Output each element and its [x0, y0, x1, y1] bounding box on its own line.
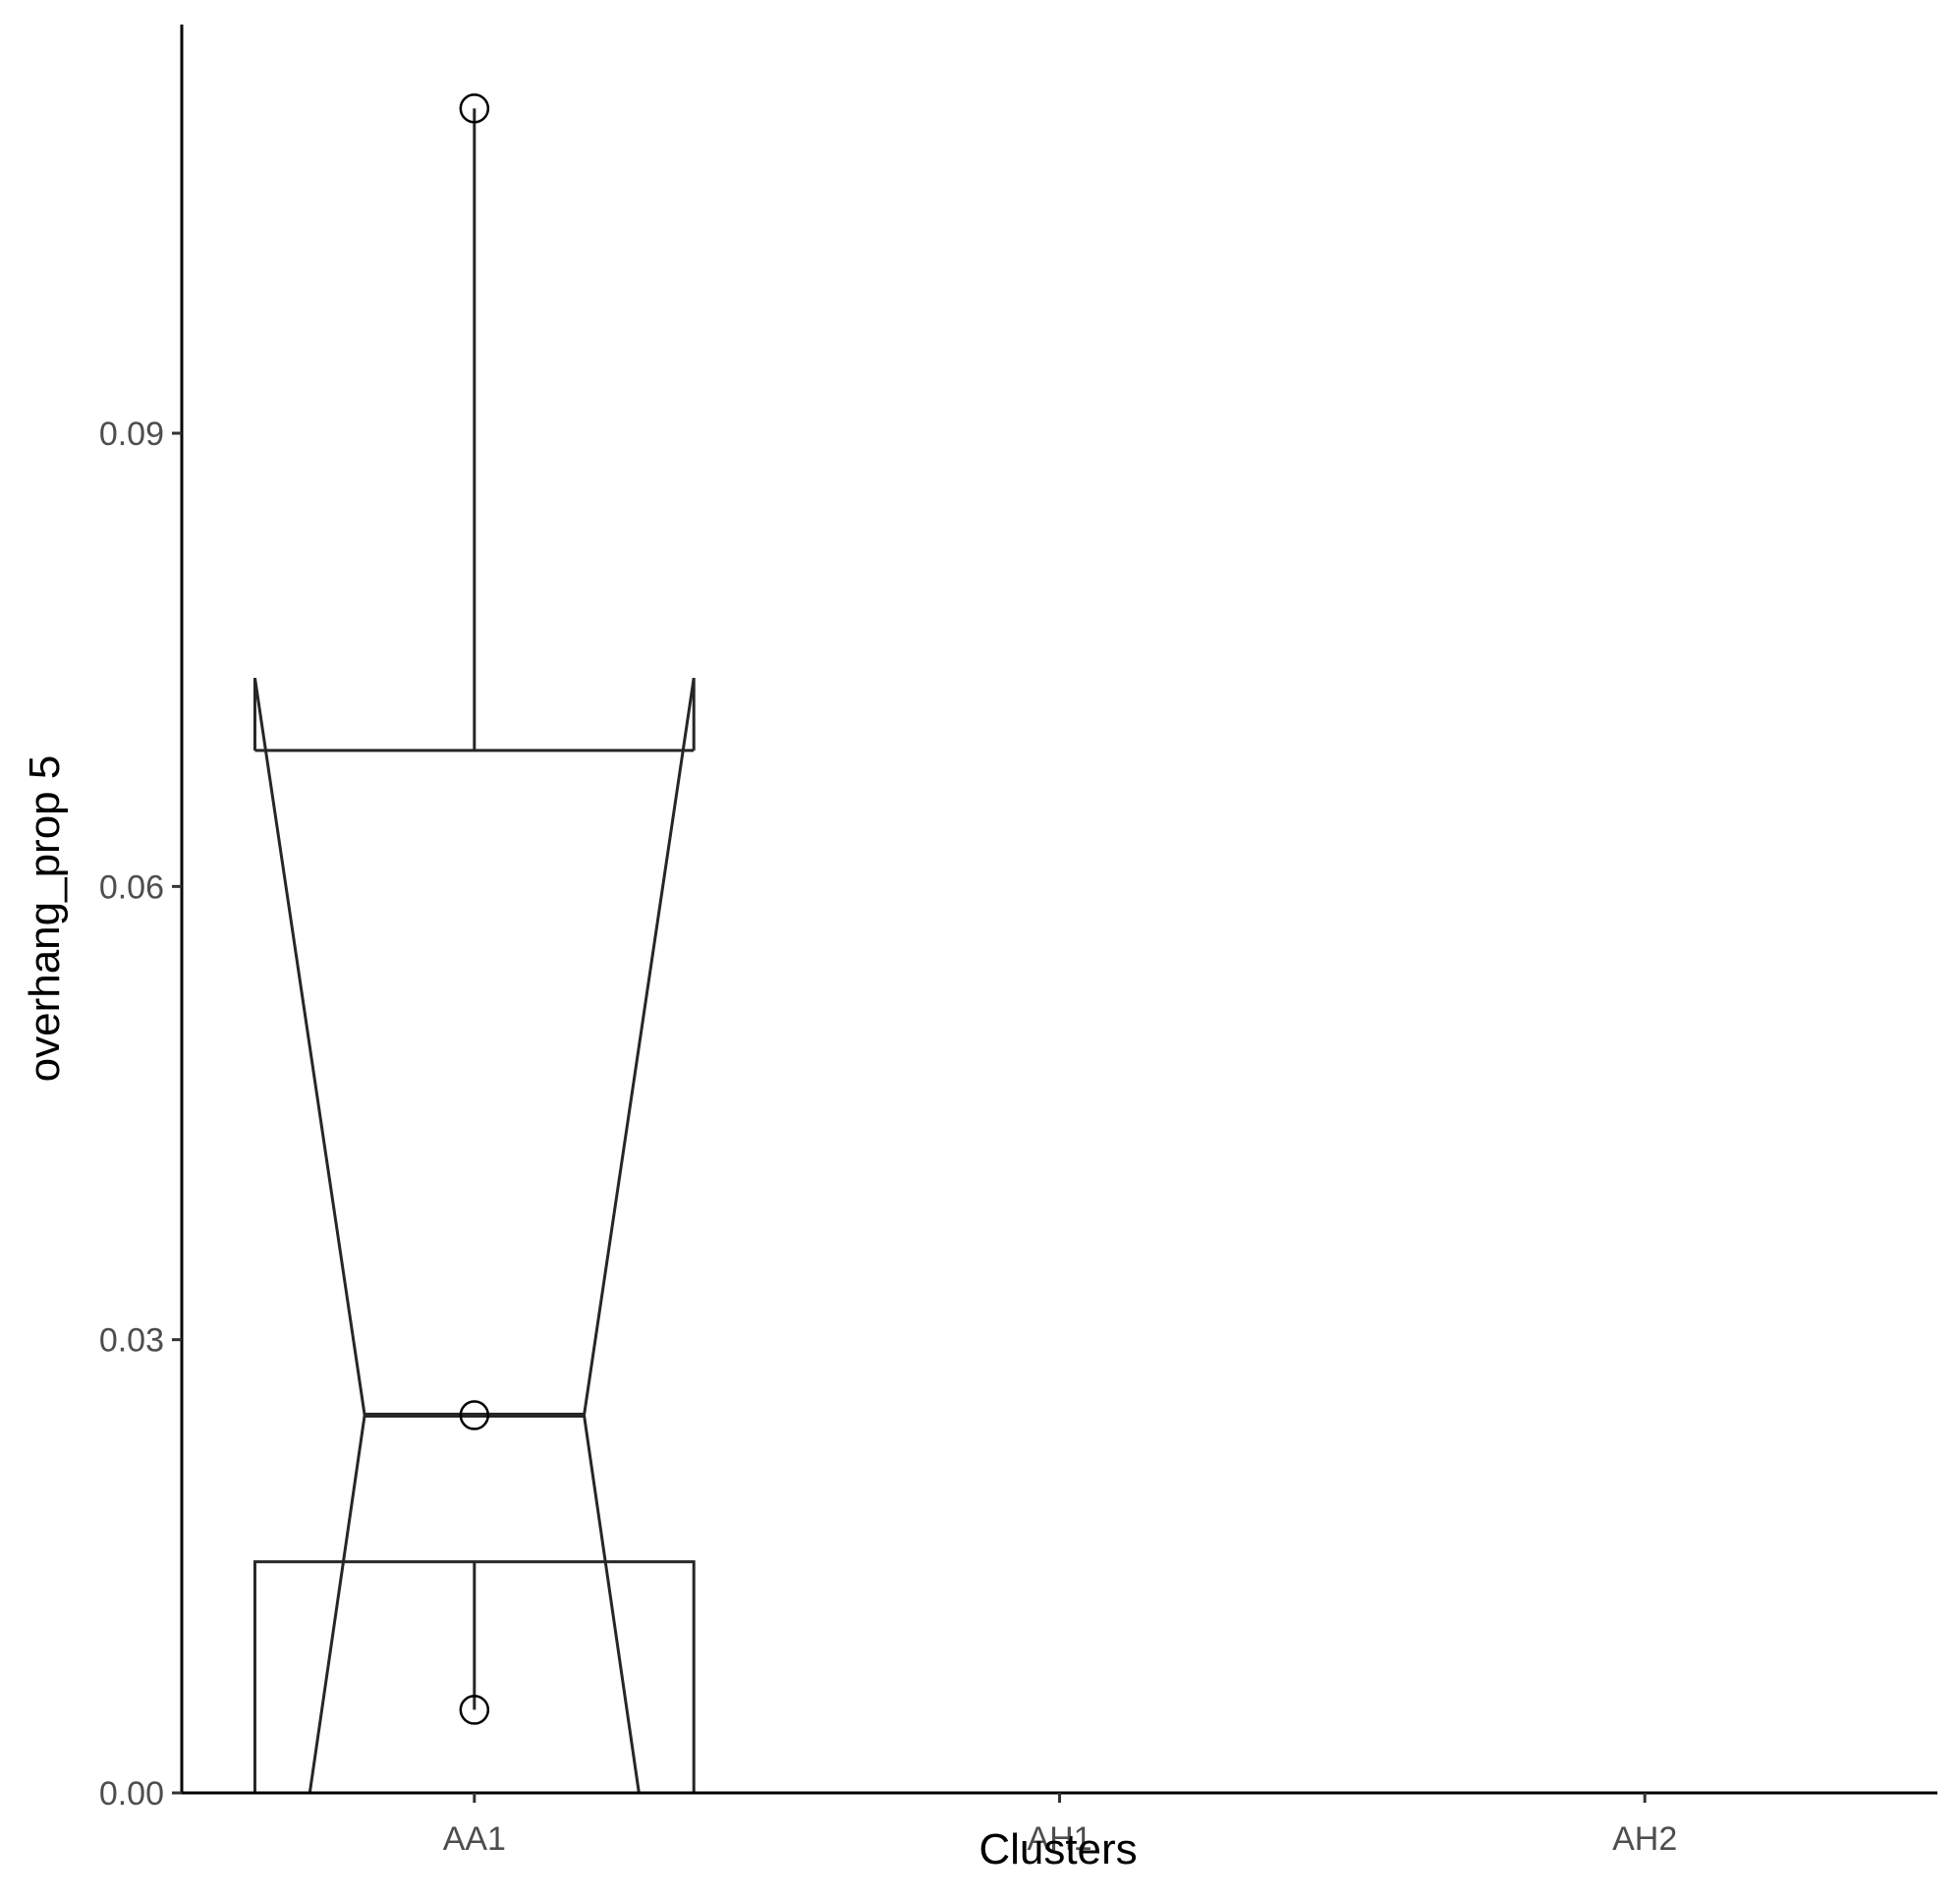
- x-tick-label: AH1: [1027, 1820, 1092, 1858]
- y-axis-ticks: 0.00 0.03 0.06 0.09: [99, 416, 182, 1813]
- x-axis-title: Clusters: [979, 1825, 1137, 1873]
- notch-left: [252, 677, 366, 1794]
- data-point: [459, 93, 490, 124]
- box-aa1: [252, 93, 696, 1795]
- y-tick-label: 0.06: [99, 868, 164, 906]
- x-axis-ticks: AA1 AH1 AH2: [443, 1793, 1677, 1858]
- x-tick-label: AH2: [1612, 1820, 1677, 1858]
- x-tick-label: AA1: [443, 1820, 506, 1858]
- data-point: [459, 1695, 490, 1725]
- y-tick-label: 0.09: [99, 416, 164, 453]
- data-point: [459, 1400, 490, 1430]
- plot-area: [252, 93, 696, 1795]
- y-tick-label: 0.03: [99, 1322, 164, 1360]
- y-tick-label: 0.00: [99, 1775, 164, 1813]
- y-axis-title: overhang_prop 5: [21, 755, 69, 1083]
- notch-right: [583, 677, 696, 1794]
